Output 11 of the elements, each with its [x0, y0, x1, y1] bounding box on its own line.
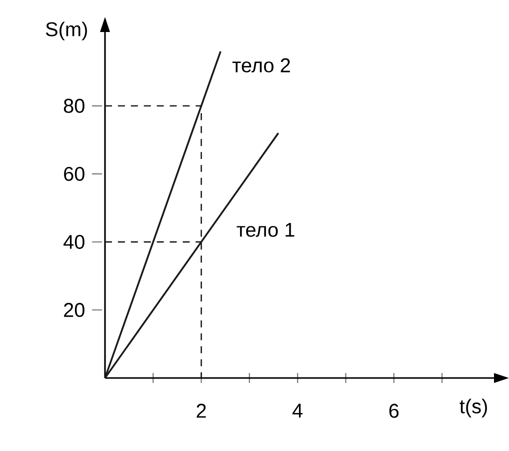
- x-tick-label: 6: [389, 404, 399, 418]
- y-axis-title: S(m): [46, 22, 87, 40]
- x-tick-label: 4: [292, 404, 303, 418]
- y-tick-label: 80: [64, 98, 84, 113]
- x-axis-title: t(s): [460, 398, 487, 418]
- x-tick-label: 2: [196, 404, 206, 418]
- series-label: тело 1: [236, 222, 294, 237]
- y-tick-label: 60: [64, 166, 84, 181]
- series-label: тело 2: [232, 58, 290, 72]
- y-tick-label: 20: [64, 302, 84, 318]
- y-tick-label: 40: [64, 234, 84, 249]
